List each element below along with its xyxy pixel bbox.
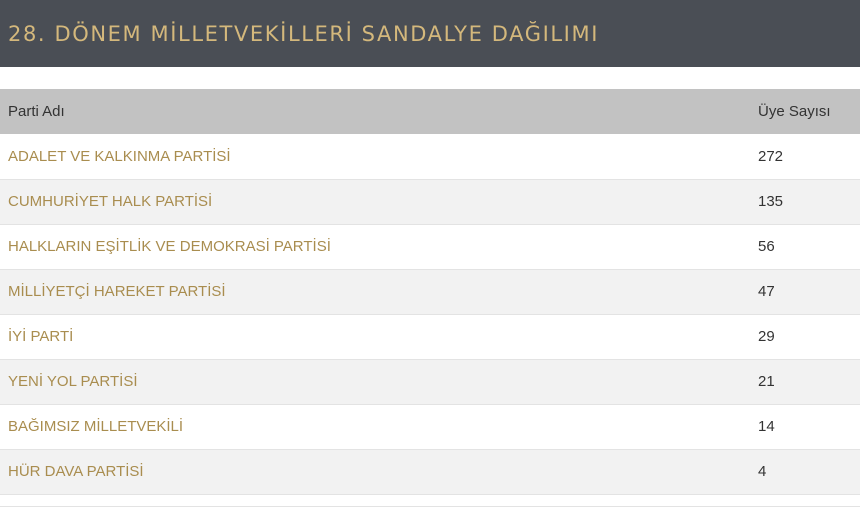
table-row: HALKLARIN EŞİTLİK VE DEMOKRASİ PARTİSİ 5… bbox=[0, 224, 860, 269]
seat-count: 14 bbox=[758, 418, 775, 435]
table-row: MİLLİYETÇİ HAREKET PARTİSİ 47 bbox=[0, 269, 860, 314]
party-name[interactable]: BAĞIMSIZ MİLLETVEKİLİ bbox=[8, 418, 184, 435]
title-bar: 28. DÖNEM MİLLETVEKİLLERİ SANDALYE DAĞIL… bbox=[0, 0, 860, 67]
column-header-seats[interactable]: Üye Sayısı bbox=[758, 103, 831, 120]
seat-count: 29 bbox=[758, 328, 775, 345]
party-name[interactable]: ADALET VE KALKINMA PARTİSİ bbox=[8, 147, 231, 165]
party-name[interactable]: YENİ YOL PARTİSİ bbox=[8, 373, 138, 390]
page-title: 28. DÖNEM MİLLETVEKİLLERİ SANDALYE DAĞIL… bbox=[8, 21, 599, 46]
table-row: HÜR DAVA PARTİSİ 4 bbox=[0, 449, 860, 494]
table-row: CUMHURİYET HALK PARTİSİ 135 bbox=[0, 179, 860, 224]
seat-count: 272 bbox=[758, 147, 784, 165]
table-row: YENİ YOL PARTİSİ 21 bbox=[0, 359, 860, 404]
party-name[interactable]: HÜR DAVA PARTİSİ bbox=[8, 463, 144, 480]
table-header-row: Parti Adı Üye Sayısı bbox=[0, 89, 860, 134]
seat-count: 21 bbox=[758, 373, 775, 390]
table-row: ADALET VE KALKINMA PARTİSİ 272 bbox=[0, 134, 860, 179]
seat-count: 135 bbox=[758, 193, 784, 210]
seat-distribution-table: Parti Adı Üye Sayısı ADALET VE KALKINMA … bbox=[0, 89, 860, 507]
party-name[interactable]: HALKLARIN EŞİTLİK VE DEMOKRASİ PARTİSİ bbox=[8, 238, 331, 255]
table-row-partial bbox=[0, 494, 860, 506]
seat-count: 4 bbox=[758, 463, 767, 480]
party-name[interactable]: CUMHURİYET HALK PARTİSİ bbox=[8, 193, 213, 210]
table-row: BAĞIMSIZ MİLLETVEKİLİ 14 bbox=[0, 404, 860, 449]
party-name[interactable]: İYİ PARTİ bbox=[8, 328, 74, 345]
seat-count: 47 bbox=[758, 283, 775, 300]
spacer bbox=[0, 67, 860, 89]
seat-count: 56 bbox=[758, 238, 775, 255]
column-header-party[interactable]: Parti Adı bbox=[8, 103, 65, 120]
party-name[interactable]: MİLLİYETÇİ HAREKET PARTİSİ bbox=[8, 283, 226, 300]
empty-cell bbox=[750, 494, 860, 506]
empty-cell bbox=[0, 494, 750, 506]
table-row: İYİ PARTİ 29 bbox=[0, 314, 860, 359]
